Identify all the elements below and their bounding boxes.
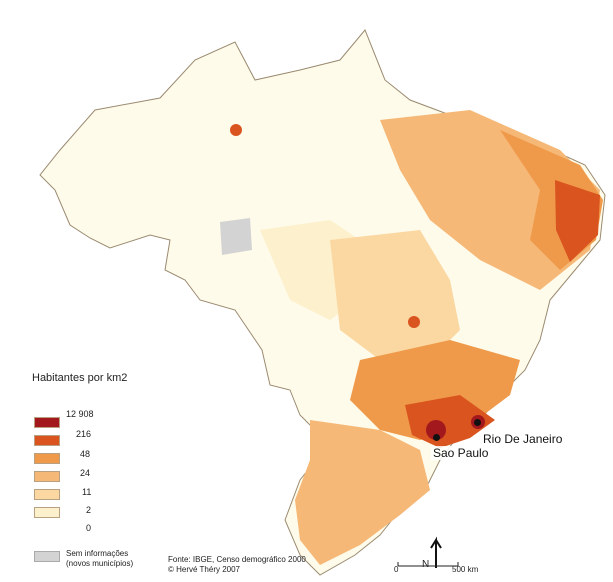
region-nodata [220, 218, 252, 255]
sao-paulo-marker [433, 434, 440, 441]
legend-label: 216 [76, 429, 92, 439]
legend-swatch-1 [34, 435, 60, 446]
legend-label: 48 [80, 449, 91, 459]
scale-end: 500 km [452, 565, 479, 574]
legend-label: 0 [86, 523, 92, 533]
region-south [295, 420, 430, 565]
north-arrow-icon [430, 536, 442, 568]
region-manaus [230, 124, 242, 136]
legend-no-info-swatch [34, 551, 60, 562]
legend-label: 24 [80, 468, 91, 478]
region-northeast-strip [555, 180, 600, 262]
legend-title: Habitantes por km2 [32, 372, 128, 384]
region-brasilia [408, 316, 420, 328]
legend-swatch-4 [34, 489, 60, 500]
rio-label: Rio De Janeiro [481, 432, 565, 446]
legend-swatch-5 [34, 507, 60, 518]
legend-swatch-2 [34, 453, 60, 464]
legend-swatch-3 [34, 471, 60, 482]
region-sao-paulo-core [426, 420, 446, 440]
rio-marker [474, 419, 481, 426]
legend-label: 11 [82, 487, 92, 497]
north-label: N [422, 559, 430, 570]
sao-paulo-label: Sao Paulo [431, 446, 491, 460]
legend-swatch-0 [34, 417, 60, 428]
legend-label: 2 [86, 505, 92, 515]
legend-no-info-label: Sem informações (novos municípios) [66, 549, 134, 568]
region-center [330, 230, 460, 360]
legend-label: 12 908 [66, 409, 94, 419]
map-source: Fonte: IBGE, Censo demográfico 2000 © He… [168, 555, 306, 574]
scale-start: 0 [394, 565, 399, 574]
